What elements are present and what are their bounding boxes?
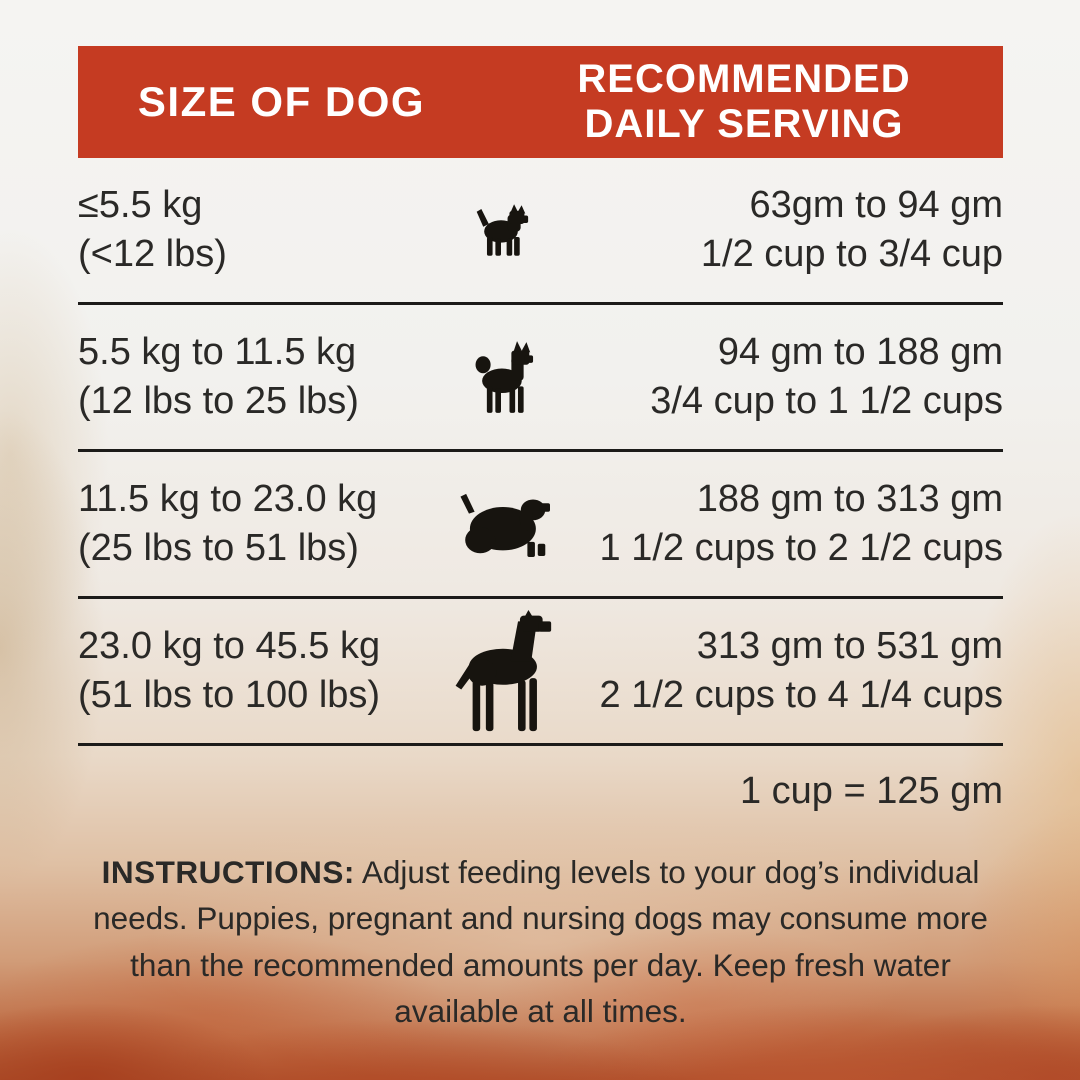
size-lbs: (25 lbs to 51 lbs)	[78, 527, 359, 569]
size-kg: 11.5 kg to 23.0 kg	[78, 478, 378, 521]
header-recommended-line2: DAILY SERVING	[584, 102, 904, 146]
feeding-guide-content: SIZE OF DOG RECOMMENDED DAILY SERVING ≤5…	[78, 0, 1003, 1066]
table-header-bar: SIZE OF DOG RECOMMENDED DAILY SERVING	[78, 46, 1003, 158]
instructions-label: INSTRUCTIONS:	[101, 854, 355, 890]
serving-cell: 313 gm to 531 gm 2 1/2 cups to 4 1/4 cup…	[563, 622, 1004, 719]
large-spaniel-dog-icon	[459, 493, 550, 557]
table-row: ≤5.5 kg (<12 lbs)	[78, 158, 1003, 305]
header-recommended-daily-serving: RECOMMENDED DAILY SERVING	[485, 57, 1003, 147]
xlarge-great-dane-dog-icon	[455, 609, 551, 731]
serving-cell: 63gm to 94 gm 1/2 cup to 3/4 cup	[563, 181, 1003, 278]
size-lbs: (12 lbs to 25 lbs)	[78, 380, 359, 422]
dog-icon-cell	[438, 339, 563, 415]
size-lbs: (51 lbs to 100 lbs)	[78, 674, 381, 716]
header-size-of-dog: SIZE OF DOG	[137, 78, 426, 125]
serving-cups: 1 1/2 cups to 2 1/2 cups	[599, 527, 1004, 569]
instructions-text: Adjust feeding levels to your dog’s indi…	[93, 854, 988, 1029]
serving-grams: 63gm to 94 gm	[749, 184, 1003, 227]
dog-icon-cell	[438, 203, 563, 258]
table-row: 5.5 kg to 11.5 kg (12 lbs to 25 lbs)	[78, 305, 1003, 452]
table-row: 23.0 kg to 45.5 kg (51 lbs to 100 lbs)	[78, 599, 1003, 746]
size-cell: ≤5.5 kg (<12 lbs)	[78, 181, 438, 278]
dog-icon-cell	[438, 487, 563, 561]
cup-conversion-note: 1 cup = 125 gm	[739, 770, 1003, 812]
serving-cups: 2 1/2 cups to 4 1/4 cups	[599, 674, 1004, 716]
size-cell: 23.0 kg to 45.5 kg (51 lbs to 100 lbs)	[78, 622, 438, 719]
serving-cell: 188 gm to 313 gm 1 1/2 cups to 2 1/2 cup…	[563, 475, 1004, 572]
small-terrier-dog-icon	[476, 203, 528, 256]
serving-cups: 3/4 cup to 1 1/2 cups	[650, 380, 1003, 422]
size-kg: 5.5 kg to 11.5 kg	[78, 331, 357, 374]
size-lbs: (<12 lbs)	[78, 233, 227, 275]
instructions-paragraph: INSTRUCTIONS: Adjust feeding levels to y…	[78, 849, 1003, 1034]
table-row: 11.5 kg to 23.0 kg (25 lbs to 51 lbs) 18…	[78, 452, 1003, 599]
header-recommended-line1: RECOMMENDED	[577, 56, 911, 101]
serving-cups: 1/2 cup to 3/4 cup	[700, 233, 1003, 275]
size-kg: ≤5.5 kg	[78, 184, 203, 227]
size-cell: 11.5 kg to 23.0 kg (25 lbs to 51 lbs)	[78, 475, 438, 572]
serving-grams: 94 gm to 188 gm	[717, 331, 1003, 374]
dog-icon-cell	[438, 609, 563, 733]
serving-grams: 188 gm to 313 gm	[696, 478, 1003, 521]
serving-grams: 313 gm to 531 gm	[696, 625, 1003, 668]
serving-cell: 94 gm to 188 gm 3/4 cup to 1 1/2 cups	[563, 328, 1003, 425]
size-kg: 23.0 kg to 45.5 kg	[78, 625, 381, 668]
size-cell: 5.5 kg to 11.5 kg (12 lbs to 25 lbs)	[78, 328, 438, 425]
medium-spitz-dog-icon	[475, 341, 533, 413]
